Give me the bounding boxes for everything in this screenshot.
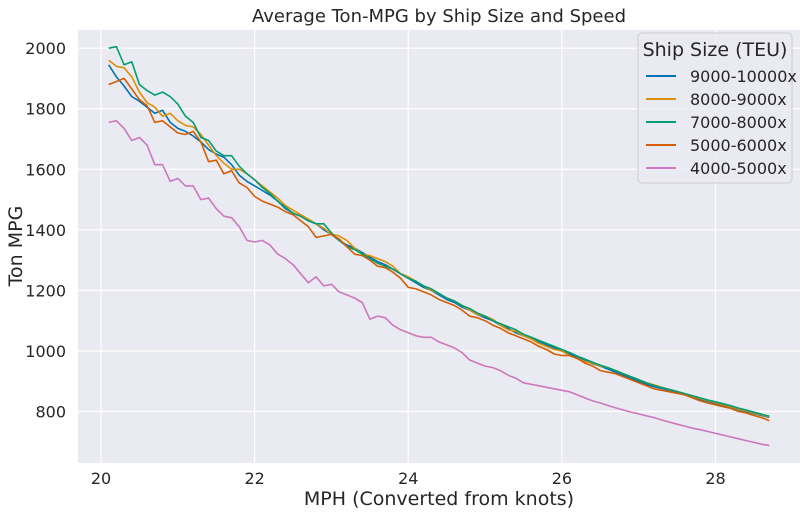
x-tick-label: 28 — [705, 469, 725, 488]
y-tick-label: 1000 — [25, 342, 66, 361]
x-tick-label: 26 — [552, 469, 572, 488]
y-tick-label: 2000 — [25, 39, 66, 58]
y-tick-label: 1800 — [25, 100, 66, 119]
y-tick-label: 1400 — [25, 221, 66, 240]
y-axis-ticks: 800 1000 1200 1400 1600 1800 2000 — [25, 39, 66, 421]
series-line-3 — [108, 45, 770, 417]
y-axis-label: Ton MPG — [5, 206, 27, 288]
legend-label: 9000-10000x — [690, 67, 797, 86]
legend-label: 5000-6000x — [690, 136, 787, 155]
series-line-5 — [108, 120, 770, 447]
x-axis-ticks: 20 22 24 26 28 — [91, 469, 726, 488]
y-tick-label: 1600 — [25, 160, 66, 179]
legend-box — [637, 32, 793, 184]
x-tick-label: 22 — [244, 469, 264, 488]
series-line-4 — [108, 77, 770, 422]
legend: Ship Size (TEU) 9000-10000x 8000-9000x 700… — [637, 32, 797, 184]
x-tick-label: 20 — [91, 469, 111, 488]
y-tick-label: 800 — [35, 403, 66, 422]
legend-label: 7000-8000x — [690, 113, 787, 132]
legend-label: 8000-9000x — [690, 90, 787, 109]
legend-title: Ship Size (TEU) — [643, 39, 788, 61]
x-tick-label: 24 — [398, 469, 418, 488]
x-axis-label: MPH (Converted from knots) — [304, 488, 574, 510]
y-tick-label: 1200 — [25, 281, 66, 300]
legend-items: 9000-10000x 8000-9000x 7000-8000x 5000-6000… — [646, 67, 797, 178]
series-lines — [108, 45, 770, 447]
legend-label: 4000-5000x — [690, 159, 787, 178]
chart-title: Average Ton-MPG by Ship Size and Speed — [252, 6, 626, 27]
series-line-1 — [108, 64, 770, 419]
